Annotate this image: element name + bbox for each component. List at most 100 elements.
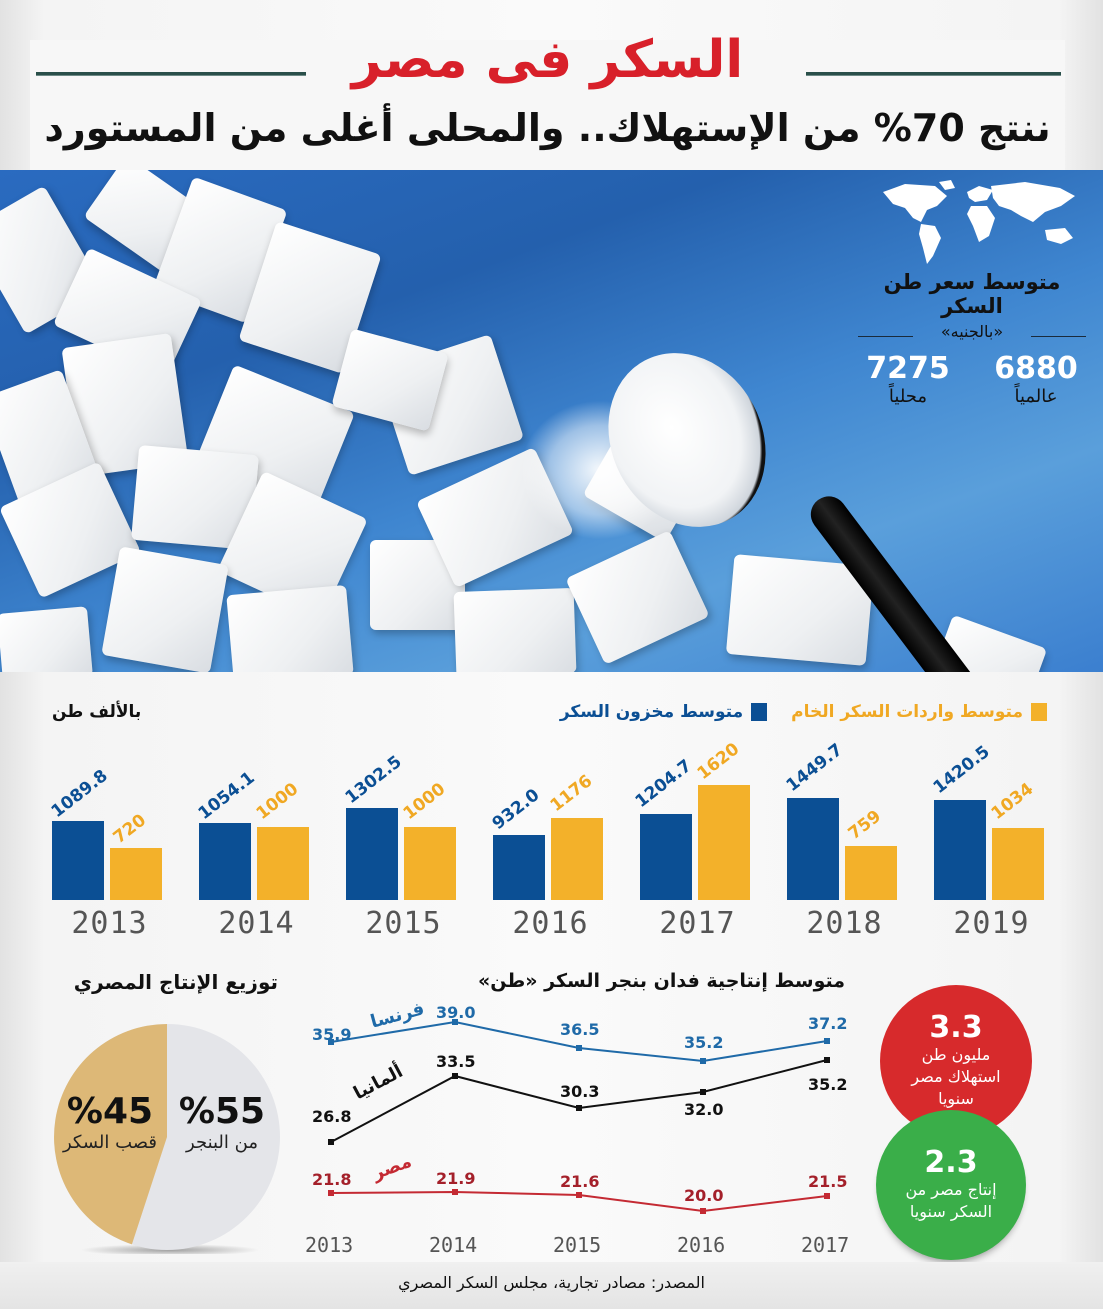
x-tick: 2013 xyxy=(305,1233,354,1257)
year-label: 2016 xyxy=(512,906,589,941)
bar-value-stock: 1054.1 xyxy=(194,767,259,824)
bar-stock xyxy=(346,808,398,900)
world-map-icon xyxy=(883,180,1075,264)
x-tick: 2014 xyxy=(429,1233,478,1257)
egypt-value: 21.6 xyxy=(560,1172,600,1191)
production-value: 2.3 xyxy=(924,1145,978,1180)
pie-name-cane: قصب السكر xyxy=(62,1132,158,1153)
bar-value-stock: 1089.8 xyxy=(47,765,112,822)
bar-imports xyxy=(845,846,897,900)
pie-title: توزيع الإنتاج المصري xyxy=(73,970,278,994)
legend-label-imports: متوسط واردات السكر الخام xyxy=(791,702,1023,722)
sugar-cube xyxy=(453,587,577,672)
pie-name-beet: من البنجر xyxy=(186,1132,258,1153)
page-title: السكر فى مصر xyxy=(351,30,745,90)
year-label: 2014 xyxy=(218,906,295,941)
x-tick: 2016 xyxy=(677,1233,726,1257)
consumption-value: 3.3 xyxy=(929,1010,983,1045)
bar-value-stock: 1420.5 xyxy=(929,741,994,798)
legend-item-imports: متوسط واردات السكر الخام xyxy=(791,702,1047,722)
divider xyxy=(1031,336,1086,337)
bar-unit-label: بالألف طن xyxy=(52,702,142,722)
year-label: 2017 xyxy=(659,906,736,941)
bar-stock xyxy=(640,814,692,900)
bar-group-2014: 1054.1 1000 xyxy=(195,750,314,900)
germany-value: 32.0 xyxy=(684,1100,724,1119)
sugar-price-box: متوسط سعر طن السكر «بالجنيه» 6880 عالميا… xyxy=(858,270,1086,410)
global-price: 6880 عالمياً xyxy=(986,352,1086,408)
bar-imports xyxy=(698,785,750,900)
france-value: 35.9 xyxy=(312,1025,352,1044)
source-note: المصدر: مصادر تجارية، مجلس السكر المصري xyxy=(398,1273,705,1292)
divider xyxy=(858,336,913,337)
footer-band xyxy=(0,1262,1103,1309)
france-value: 37.2 xyxy=(808,1014,848,1033)
germany-value: 35.2 xyxy=(808,1075,848,1094)
pie-slice-cane xyxy=(54,1024,167,1245)
local-price-label: محلياً xyxy=(888,386,928,407)
bar-group-2017: 1204.7 1620 xyxy=(632,739,755,900)
bar-value-stock: 1302.5 xyxy=(341,751,406,808)
germany-value: 26.8 xyxy=(312,1107,352,1126)
bar-imports xyxy=(257,827,309,900)
local-price: 7275 محلياً xyxy=(858,352,958,408)
egypt-value: 21.5 xyxy=(808,1172,848,1191)
germany-value: 30.3 xyxy=(560,1082,600,1101)
bar-stock xyxy=(934,800,986,900)
bar-plot-area: 1089.8 720 1054.1 1000 1302.5 1000 932.0… xyxy=(48,739,1044,900)
bar-group-2018: 1449.7 759 xyxy=(783,740,902,900)
bar-imports xyxy=(404,827,456,900)
legend-item-stock: متوسط مخزون السكر xyxy=(559,702,768,722)
title-rule-left xyxy=(36,72,306,76)
sugar-cube xyxy=(565,530,710,665)
sugar-cube xyxy=(226,584,354,672)
consumption-label: مليون طن استهلاك مصر سنويا xyxy=(911,1045,1001,1108)
page-subtitle: ننتج 70% من الإستهلاك.. والمحلى أغلى من … xyxy=(44,106,1051,150)
egypt-value: 21.8 xyxy=(312,1170,352,1189)
title-rule-right xyxy=(806,72,1061,76)
price-title: متوسط سعر طن السكر xyxy=(883,270,1061,318)
bar-group-2015: 1302.5 1000 xyxy=(342,750,461,900)
bar-imports xyxy=(551,818,603,900)
x-tick: 2015 xyxy=(553,1233,602,1257)
bar-value-stock: 1449.7 xyxy=(782,739,847,796)
bar-value-imports: 1000 xyxy=(252,779,303,824)
france-value: 39.0 xyxy=(436,1003,476,1022)
bar-value-imports: 720 xyxy=(109,810,150,848)
germany-value: 33.5 xyxy=(436,1052,476,1071)
line-chart xyxy=(328,1019,830,1214)
bar-group-2013: 1089.8 720 xyxy=(48,750,167,900)
line-chart-title: متوسط إنتاجية فدان بنجر السكر «طن» xyxy=(478,970,845,992)
france-value: 36.5 xyxy=(560,1020,600,1039)
pie-label-cane: %45 قصب السكر xyxy=(55,1091,165,1154)
x-tick: 2017 xyxy=(801,1233,850,1257)
year-label: 2013 xyxy=(71,906,148,941)
legend-label-stock: متوسط مخزون السكر xyxy=(559,702,744,722)
egypt-value: 20.0 xyxy=(684,1186,724,1205)
production-label: إنتاج مصر من السكر سنويا xyxy=(905,1180,997,1221)
price-unit: «بالجنيه» xyxy=(940,322,1004,341)
production-circle: 2.3 إنتاج مصر من السكر سنويا xyxy=(876,1110,1026,1260)
bar-imports xyxy=(992,828,1044,900)
legend-swatch-stock xyxy=(751,703,768,721)
line-germany xyxy=(330,1059,828,1143)
title-row: السكر فى مصر xyxy=(30,30,1065,110)
bar-stock xyxy=(52,821,104,900)
bar-stock xyxy=(199,823,251,900)
legend-swatch-imports xyxy=(1031,703,1047,721)
sugar-cube xyxy=(101,546,229,672)
bar-value-imports: 759 xyxy=(844,806,885,844)
price-values: 6880 عالمياً 7275 محلياً xyxy=(858,352,1086,408)
price-unit-row: «بالجنيه» xyxy=(858,322,1086,350)
pie-pct-cane: %45 xyxy=(66,1091,154,1132)
pie-chart xyxy=(54,1024,280,1254)
sugar-photo xyxy=(0,170,1103,672)
pie-label-beet: %55 من البنجر xyxy=(172,1092,272,1154)
bar-value-stock: 1204.7 xyxy=(631,755,696,812)
global-price-label: عالمياً xyxy=(1014,386,1058,407)
bar-group-2016: 932.0 1176 xyxy=(489,750,608,900)
bar-value-imports: 1176 xyxy=(546,771,597,816)
year-label: 2019 xyxy=(953,906,1030,941)
year-label: 2015 xyxy=(365,906,442,941)
